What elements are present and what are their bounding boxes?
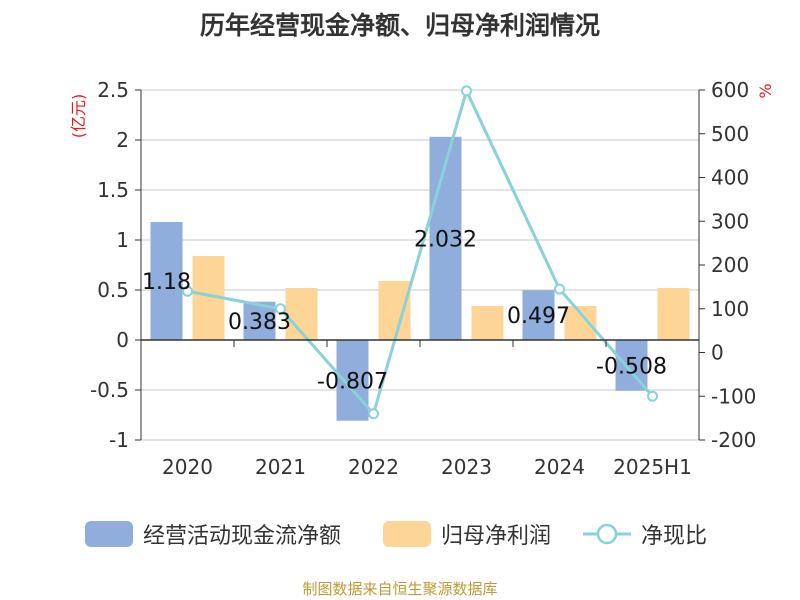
legend-label-ratio: 净现比 — [641, 524, 708, 549]
data-source: 制图数据来自恒生聚源数据库 — [302, 580, 498, 598]
bar-profit — [378, 281, 411, 340]
bar-cash — [429, 136, 462, 340]
ratio-line-path — [187, 86, 654, 417]
left-axis-tick-label: 2.5 — [97, 78, 129, 102]
category-label: 2020 — [162, 455, 213, 479]
bar-cash — [150, 222, 183, 340]
bar-cash — [522, 290, 555, 340]
right-axis-tick-label: 600 — [711, 78, 749, 102]
legend: 经营活动现金流净额 归母净利润 净现比 — [0, 514, 800, 554]
right-axis-unit: % — [756, 83, 775, 98]
legend-item-cash[interactable]: 经营活动现金流净额 — [85, 514, 341, 554]
bar-cash — [336, 340, 369, 421]
ratio-point — [275, 303, 286, 315]
left-axis-tick-label: 0.5 — [97, 278, 129, 302]
bar-data-label: 2.032 — [414, 227, 477, 252]
right-axis-tick-label: -100 — [711, 384, 756, 408]
legend-item-ratio[interactable]: 净现比 — [583, 514, 707, 554]
bar-profit — [657, 288, 690, 340]
ratio-point — [461, 85, 472, 97]
bar-data-label: -0.508 — [596, 354, 667, 379]
chart-title: 历年经营现金净额、归母净利润情况 — [199, 11, 600, 40]
bars — [150, 136, 690, 421]
legend-line-ratio-icon — [583, 521, 631, 547]
right-axis-tick-label: -200 — [711, 428, 756, 452]
right-axis-tick-label: 100 — [711, 297, 749, 321]
right-axis-tick-label: 400 — [711, 166, 749, 190]
left-axis-tick-label: 1.5 — [97, 178, 129, 202]
ratio-point — [182, 285, 193, 297]
bar-data-label: 0.383 — [228, 310, 291, 335]
ratio-line — [182, 85, 658, 420]
left-axis-tick-label: 2 — [116, 128, 129, 152]
axes: 2.5 2 1.5 1 0.5 0 -0.5 -1 600 500 400 300 200 100 0 -10… — [69, 78, 775, 479]
bar-data-label: 1.18 — [142, 270, 191, 295]
left-axis-unit: (亿元) — [69, 94, 88, 139]
right-axis-tick-label: 300 — [711, 209, 749, 233]
legend-swatch-profit — [383, 521, 431, 547]
category-label: 2021 — [255, 455, 306, 479]
category-label: 2025H1 — [613, 455, 692, 479]
legend-label-cash: 经营活动现金流净额 — [143, 524, 342, 549]
bar-profit — [471, 306, 504, 340]
bar-data-label: -0.807 — [317, 369, 388, 394]
right-axis-tick-label: 0 — [711, 341, 724, 365]
left-axis-tick-label: -1 — [109, 428, 129, 452]
data-labels: 1.18 0.383 -0.807 2.032 0.497 -0.508 — [142, 227, 667, 394]
left-axis-tick-label: 1 — [116, 228, 129, 252]
legend-item-profit[interactable]: 归母净利润 — [383, 514, 551, 554]
bar-data-label: 0.497 — [507, 304, 570, 329]
left-axis-tick-label: -0.5 — [90, 378, 129, 402]
left-axis-tick-label: 0 — [116, 328, 129, 352]
legend-label-profit: 归母净利润 — [441, 524, 552, 549]
right-axis-tick-label: 200 — [711, 253, 749, 277]
legend-swatch-cash — [85, 521, 133, 547]
ratio-point — [647, 390, 658, 402]
category-label: 2024 — [534, 455, 585, 479]
category-label: 2022 — [348, 455, 399, 479]
grid-lines — [141, 89, 699, 441]
ratio-point — [368, 408, 379, 420]
category-label: 2023 — [441, 455, 492, 479]
right-axis-tick-label: 500 — [711, 122, 749, 146]
ratio-point — [554, 283, 565, 295]
